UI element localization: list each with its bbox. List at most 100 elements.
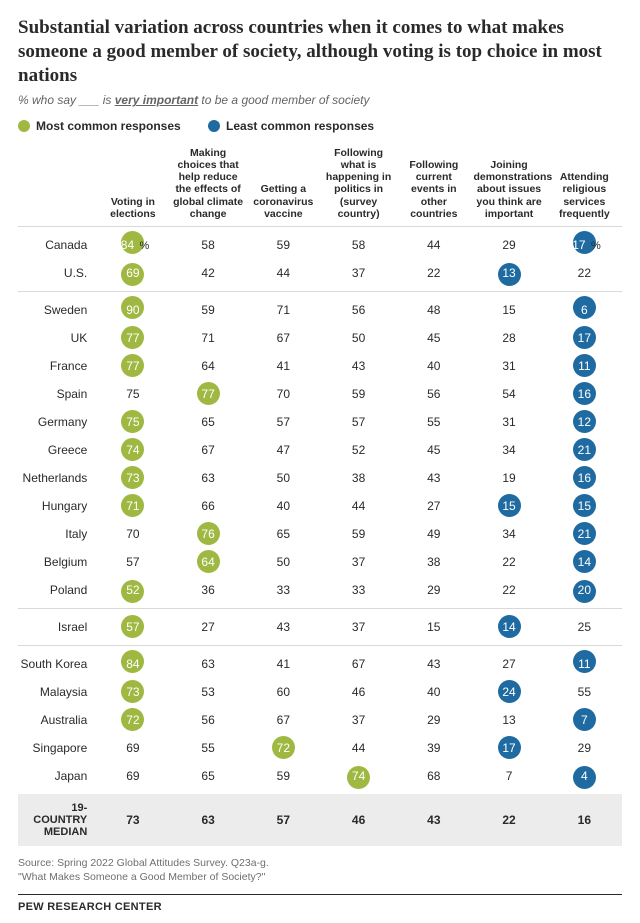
cell-value: 65: [197, 769, 219, 783]
table-cell: 57: [95, 608, 170, 645]
table-cell: 65: [246, 520, 321, 548]
cell-value: 55: [573, 685, 595, 699]
cell-value: 36: [197, 583, 219, 597]
cell-value: 50: [348, 331, 370, 345]
cell-value: 29: [423, 713, 445, 727]
table-row: Canada84%585958442917%: [18, 226, 622, 259]
country-name: Australia: [18, 706, 95, 734]
table-cell: 27: [171, 608, 246, 645]
cell-value: 72: [272, 741, 294, 755]
col-6: Attending religious services frequently: [547, 147, 622, 226]
table-cell: 15: [547, 492, 622, 520]
table-cell: 38: [396, 548, 471, 576]
table-cell: 11: [547, 352, 622, 380]
table-row: Singapore69557244391729: [18, 734, 622, 762]
cell-value: 21: [573, 527, 595, 541]
cell-value: 41: [272, 359, 294, 373]
cell-value: 31: [498, 359, 520, 373]
cell-value: 17: [573, 331, 595, 345]
table-cell: 19: [471, 464, 546, 492]
cell-value: 49: [423, 527, 445, 541]
report-line: "What Makes Someone a Good Member of Soc…: [18, 870, 622, 884]
table-cell: 14: [547, 548, 622, 576]
cell-value: 77: [122, 359, 144, 373]
country-name: France: [18, 352, 95, 380]
table-cell: 47: [246, 436, 321, 464]
table-row: Sweden9059715648156: [18, 291, 622, 324]
cell-value: 38: [423, 555, 445, 569]
table-cell: 17: [471, 734, 546, 762]
table-cell: 27: [396, 492, 471, 520]
table-cell: 77: [171, 380, 246, 408]
table-cell: 43: [396, 645, 471, 678]
table-cell: 22: [471, 548, 546, 576]
table-cell: 17: [547, 324, 622, 352]
table-cell: 33: [246, 576, 321, 609]
cell-value: 31: [498, 415, 520, 429]
table-cell: 56: [321, 291, 396, 324]
table-cell: 59: [321, 520, 396, 548]
cell-value: 77: [122, 331, 144, 345]
table-cell: 34: [471, 520, 546, 548]
table-cell: 67: [246, 706, 321, 734]
table-cell: 31: [471, 408, 546, 436]
table-cell: 4: [547, 762, 622, 794]
cell-value: 43: [348, 359, 370, 373]
cell-value: 52: [122, 583, 144, 597]
table-cell: 37: [321, 706, 396, 734]
table-cell: 7: [471, 762, 546, 794]
cell-value: 6: [573, 303, 595, 317]
cell-value: 22: [573, 266, 595, 280]
table-cell: 29: [396, 576, 471, 609]
cell-value: 52: [348, 443, 370, 457]
table-cell: 6: [547, 291, 622, 324]
cell-value: 70: [122, 527, 144, 541]
cell-value: 43: [423, 471, 445, 485]
cell-value: 69: [122, 741, 144, 755]
table-cell: 12: [547, 408, 622, 436]
cell-value: 60: [272, 685, 294, 699]
table-cell: 72: [95, 706, 170, 734]
cell-value: 24: [498, 685, 520, 699]
cell-value: 71: [122, 499, 144, 513]
cell-value: 16: [573, 471, 595, 485]
cell-value: 59: [348, 527, 370, 541]
col-2: Getting a coronavirus vaccine: [246, 147, 321, 226]
table-cell: 43: [396, 464, 471, 492]
legend-least: Least common responses: [208, 119, 374, 133]
median-group: 19-COUNTRY MEDIAN73635746432216: [18, 794, 622, 846]
table-cell: 84%: [95, 226, 170, 259]
table-cell: 11: [547, 645, 622, 678]
median-cell: 57: [246, 794, 321, 846]
table-cell: 73: [95, 678, 170, 706]
cell-value: 57: [122, 555, 144, 569]
cell-value: 70: [272, 387, 294, 401]
table-cell: 63: [171, 464, 246, 492]
country-name: UK: [18, 324, 95, 352]
table-cell: 36: [171, 576, 246, 609]
country-group: Sweden9059715648156UK77716750452817Franc…: [18, 291, 622, 608]
country-name: South Korea: [18, 645, 95, 678]
table-cell: 50: [246, 464, 321, 492]
subtitle-pre: % who say ___ is: [18, 93, 115, 107]
cell-value: 65: [272, 527, 294, 541]
cell-value: 38: [348, 471, 370, 485]
legend: Most common responses Least common respo…: [18, 119, 622, 133]
cell-value: 34: [498, 443, 520, 457]
table-cell: 22: [547, 259, 622, 292]
cell-value: 50: [272, 471, 294, 485]
cell-value: 22: [498, 555, 520, 569]
table-row: Germany75655757553112: [18, 408, 622, 436]
cell-value: 48: [423, 303, 445, 317]
table-cell: 59: [246, 226, 321, 259]
table-cell: 57: [95, 548, 170, 576]
cell-value: 58: [197, 238, 219, 252]
table-cell: 56: [396, 380, 471, 408]
cell-value: 45: [423, 331, 445, 345]
table-head: Voting in elections Making choices that …: [18, 147, 622, 226]
table-cell: 20: [547, 576, 622, 609]
cell-value: 74: [348, 769, 370, 783]
cell-value: 65: [197, 415, 219, 429]
cell-value: 15: [498, 499, 520, 513]
cell-value: 55: [197, 741, 219, 755]
